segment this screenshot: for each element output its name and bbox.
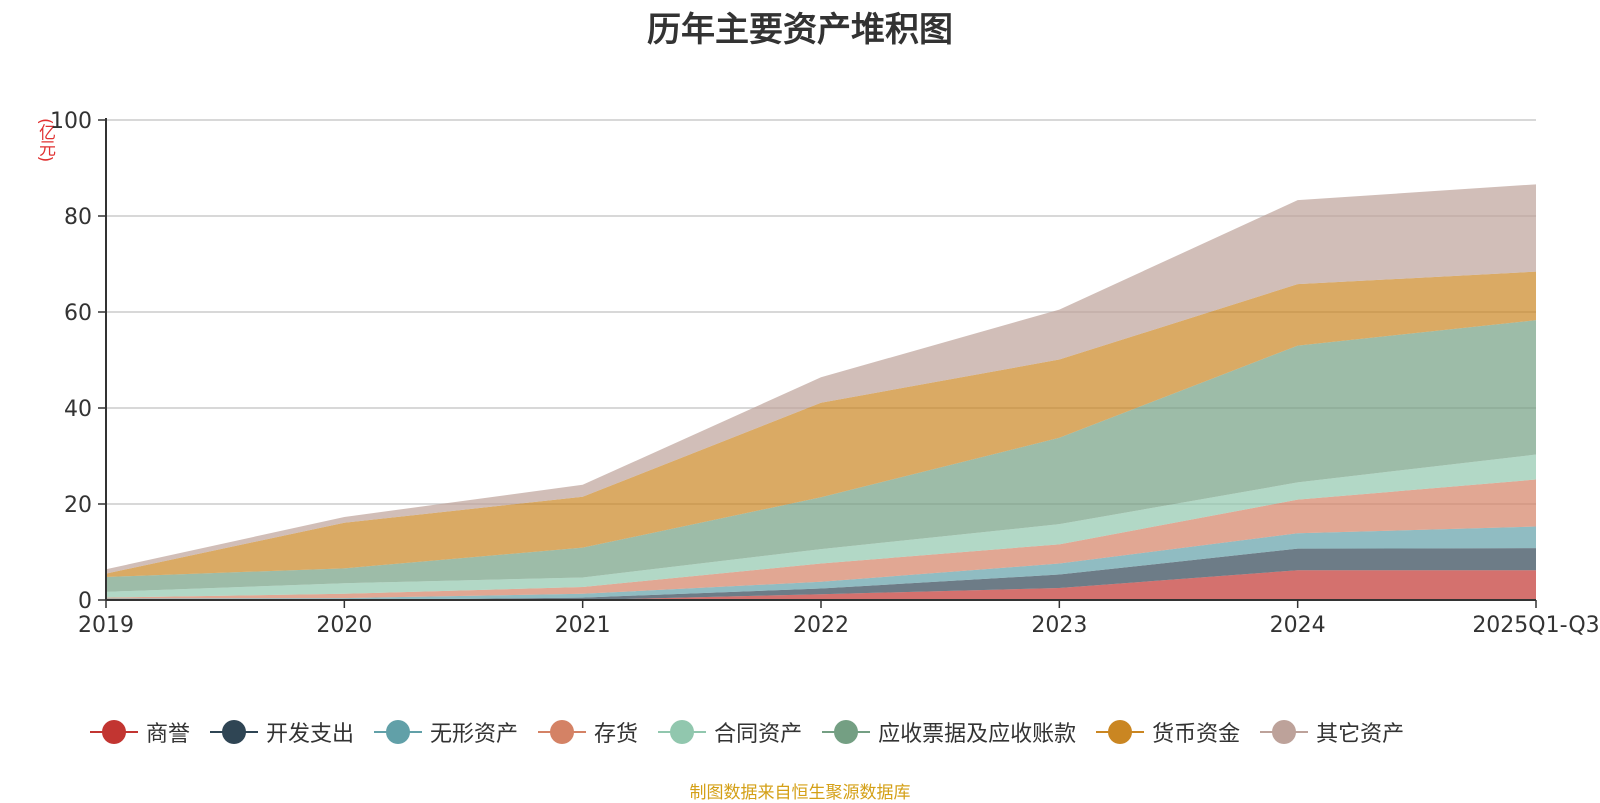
- x-tick-label: 2022: [793, 613, 849, 638]
- source-note: 制图数据来自恒生聚源数据库: [689, 783, 911, 803]
- legend-item[interactable]: 应收票据及应收账款: [822, 716, 1076, 748]
- area-5: [106, 320, 1536, 592]
- legend-label: 货币资金: [1152, 722, 1241, 747]
- y-tick-label: 80: [64, 205, 92, 230]
- x-tick-label: 2025Q1-Q3: [1472, 613, 1599, 638]
- y-tick-label: 40: [64, 397, 92, 422]
- y-tick-label: 20: [64, 493, 92, 518]
- legend-item[interactable]: 商誉: [90, 716, 190, 748]
- legend-label: 开发支出: [266, 722, 355, 747]
- y-tick-label: 0: [78, 589, 92, 614]
- x-tick-label: 2024: [1270, 613, 1326, 638]
- legend-marker: [658, 719, 707, 745]
- x-tick-label: 2021: [555, 613, 611, 638]
- area-0: [106, 570, 1536, 600]
- legend-marker: [1096, 719, 1145, 745]
- legend-item[interactable]: 开发支出: [210, 716, 354, 748]
- legend-label: 其它资产: [1316, 722, 1405, 747]
- x-tick-label: 2019: [78, 613, 134, 638]
- legend-item[interactable]: 货币资金: [1096, 716, 1240, 748]
- axes: 0 20 40 60 80 100 2019 2020 2021 2022 2023 2024 2025…: [50, 109, 1600, 638]
- legend-label: 无形资产: [430, 722, 519, 747]
- y-tick-label: 60: [64, 301, 92, 326]
- area-7: [106, 184, 1536, 574]
- area-series: [106, 184, 1536, 600]
- legend-marker: [822, 719, 871, 745]
- area-2: [106, 526, 1536, 600]
- x-tick-label: 2023: [1031, 613, 1087, 638]
- y-axis-unit-label: (亿元): [35, 118, 55, 162]
- legend-marker: [90, 719, 138, 745]
- legend-item[interactable]: 合同资产: [658, 716, 802, 748]
- legend-marker: [210, 719, 259, 745]
- area-1: [106, 548, 1536, 600]
- legend-marker: [374, 719, 423, 745]
- legend-item[interactable]: 其它资产: [1260, 716, 1404, 748]
- x-tick-label: 2020: [316, 613, 372, 638]
- area-3: [106, 479, 1536, 599]
- legend-marker: [538, 719, 587, 745]
- legend-label: 合同资产: [714, 722, 803, 747]
- legend-label: 应收票据及应收账款: [878, 722, 1077, 747]
- area-6: [106, 271, 1536, 577]
- stacked-area-chart: 0 20 40 60 80 100 2019 2020 2021 2022 2023 2024 2025…: [50, 109, 1600, 638]
- legend-marker: [1260, 719, 1309, 745]
- legend-label: 存货: [594, 722, 639, 747]
- legend-label: 商誉: [146, 722, 191, 747]
- y-tick-label: 100: [50, 109, 92, 134]
- legend-item[interactable]: 无形资产: [374, 716, 518, 748]
- chart-title: 历年主要资产堆积图: [647, 10, 953, 50]
- legend: 商誉 开发支出 无形资产 存货 合同资产 应收票据及应收账款 货币资金 其它资产: [90, 716, 1424, 748]
- legend-item[interactable]: 存货: [538, 716, 638, 748]
